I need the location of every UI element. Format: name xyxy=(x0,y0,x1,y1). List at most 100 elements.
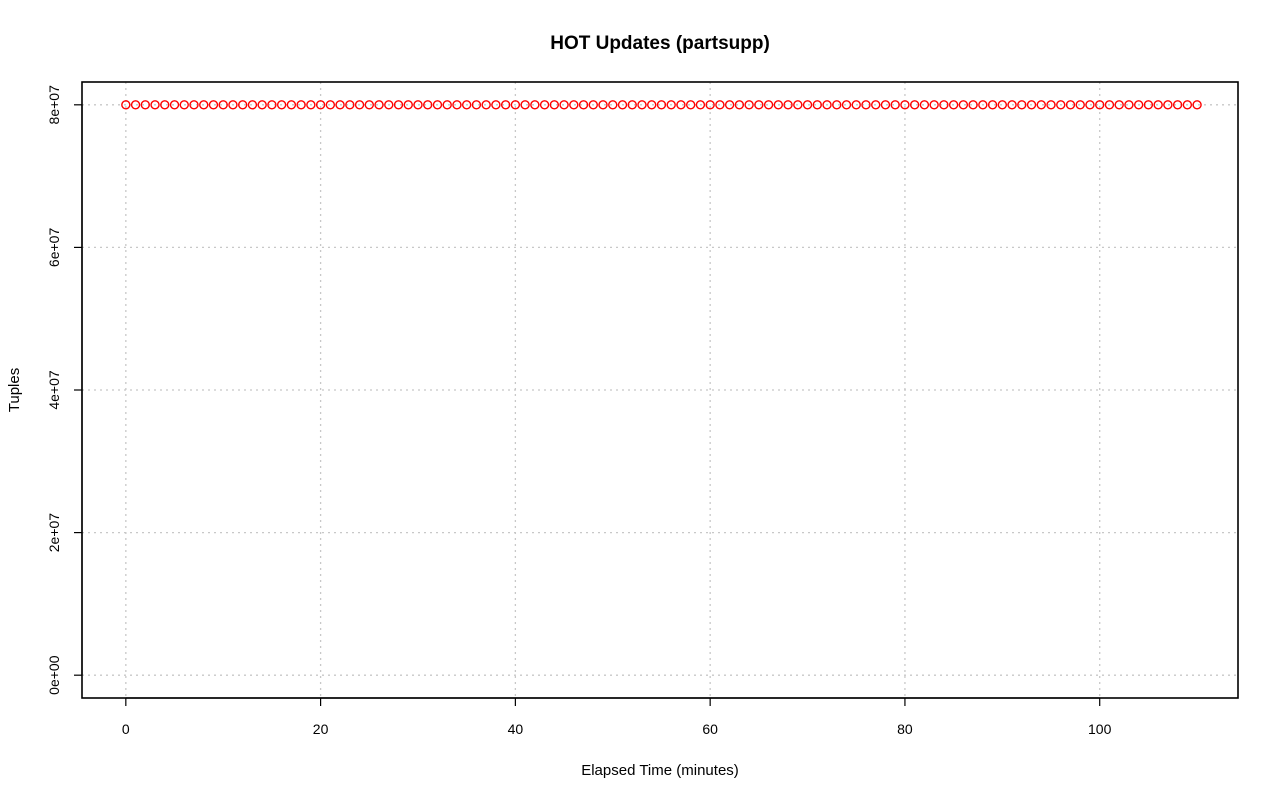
data-point xyxy=(306,100,316,110)
data-point xyxy=(257,100,267,110)
data-point xyxy=(1163,100,1173,110)
data-point xyxy=(491,100,501,110)
data-point xyxy=(617,100,628,110)
data-point xyxy=(637,100,647,110)
data-point xyxy=(267,100,277,110)
data-point xyxy=(773,100,784,110)
data-point xyxy=(1056,100,1066,110)
data-point xyxy=(890,100,900,110)
data-point xyxy=(423,100,433,110)
data-point xyxy=(754,100,764,110)
data-point xyxy=(247,100,258,110)
data-point xyxy=(666,100,676,110)
data-point xyxy=(724,100,735,110)
data-point xyxy=(140,100,151,110)
data-point xyxy=(130,100,141,110)
x-tick-label: 80 xyxy=(897,721,913,737)
data-point xyxy=(1036,100,1046,110)
data-point xyxy=(199,100,209,110)
data-point xyxy=(802,100,813,110)
data-point xyxy=(841,100,852,110)
data-point xyxy=(189,100,199,110)
data-point xyxy=(1085,100,1095,110)
data-point xyxy=(1065,100,1076,110)
x-axis: 0 20 40 60 80 100 xyxy=(122,697,1112,737)
data-point xyxy=(676,100,686,110)
data-point xyxy=(403,100,413,110)
data-point xyxy=(919,100,930,110)
data-point xyxy=(559,100,569,110)
data-point xyxy=(345,100,355,110)
y-axis: 0e+00 2e+07 4e+07 6e+07 8e+07 xyxy=(46,85,83,695)
data-point xyxy=(286,100,297,110)
data-point xyxy=(1026,100,1037,110)
data-point xyxy=(471,100,482,110)
data-point xyxy=(783,100,793,110)
data-point xyxy=(929,100,939,110)
data-point xyxy=(685,100,696,110)
y-axis-label: Tuples xyxy=(6,368,23,412)
data-point xyxy=(715,100,725,110)
data-point xyxy=(900,100,910,110)
data-point xyxy=(150,100,160,110)
data-point xyxy=(705,100,715,110)
data-point xyxy=(978,100,988,110)
data-point xyxy=(461,100,472,110)
data-point xyxy=(1124,100,1134,110)
data-point xyxy=(539,100,550,110)
data-point xyxy=(481,100,491,110)
y-tick-label: 6e+07 xyxy=(46,228,62,268)
data-point xyxy=(452,100,462,110)
data-point xyxy=(997,100,1008,110)
data-point xyxy=(1046,100,1056,110)
data-point xyxy=(871,100,881,110)
x-tick-label: 60 xyxy=(702,721,718,737)
y-tick-label: 2e+07 xyxy=(46,513,62,553)
data-point xyxy=(608,100,618,110)
data-point xyxy=(948,100,959,110)
data-point xyxy=(734,100,745,110)
chart-title: HOT Updates (partsupp) xyxy=(550,33,770,54)
data-point xyxy=(812,100,822,110)
data-point xyxy=(647,100,657,110)
data-point xyxy=(121,100,131,110)
y-tick-label: 4e+07 xyxy=(46,370,62,410)
data-point xyxy=(364,100,374,110)
data-point xyxy=(1007,100,1017,110)
data-point xyxy=(578,100,589,110)
data-point xyxy=(384,100,394,110)
data-point xyxy=(832,100,842,110)
data-point xyxy=(374,100,384,110)
data-point xyxy=(851,100,861,110)
data-point xyxy=(588,100,598,110)
data-point xyxy=(413,100,423,110)
data-point xyxy=(656,100,667,110)
data-point xyxy=(276,100,287,110)
data-point xyxy=(179,100,189,110)
data-point xyxy=(549,100,560,110)
y-tick-label: 8e+07 xyxy=(46,85,62,125)
x-axis-label: Elapsed Time (minutes) xyxy=(581,762,739,779)
data-point xyxy=(237,100,248,110)
data-point xyxy=(1133,100,1144,110)
data-point xyxy=(432,100,443,110)
data-point xyxy=(939,100,949,110)
data-point xyxy=(393,100,404,110)
data-point xyxy=(500,100,511,110)
data-point xyxy=(627,100,637,110)
y-tick-label: 0e+00 xyxy=(46,655,62,695)
data-point xyxy=(520,100,530,110)
x-tick-label: 40 xyxy=(508,721,524,737)
data-point xyxy=(598,100,608,110)
data-point xyxy=(1153,100,1163,110)
data-point xyxy=(1143,100,1154,110)
data-point xyxy=(958,100,969,110)
data-point xyxy=(296,100,306,110)
data-points xyxy=(121,100,1202,110)
data-point xyxy=(968,100,978,110)
data-point xyxy=(218,100,228,110)
data-point xyxy=(228,100,238,110)
data-point xyxy=(822,100,832,110)
data-point xyxy=(169,100,180,110)
